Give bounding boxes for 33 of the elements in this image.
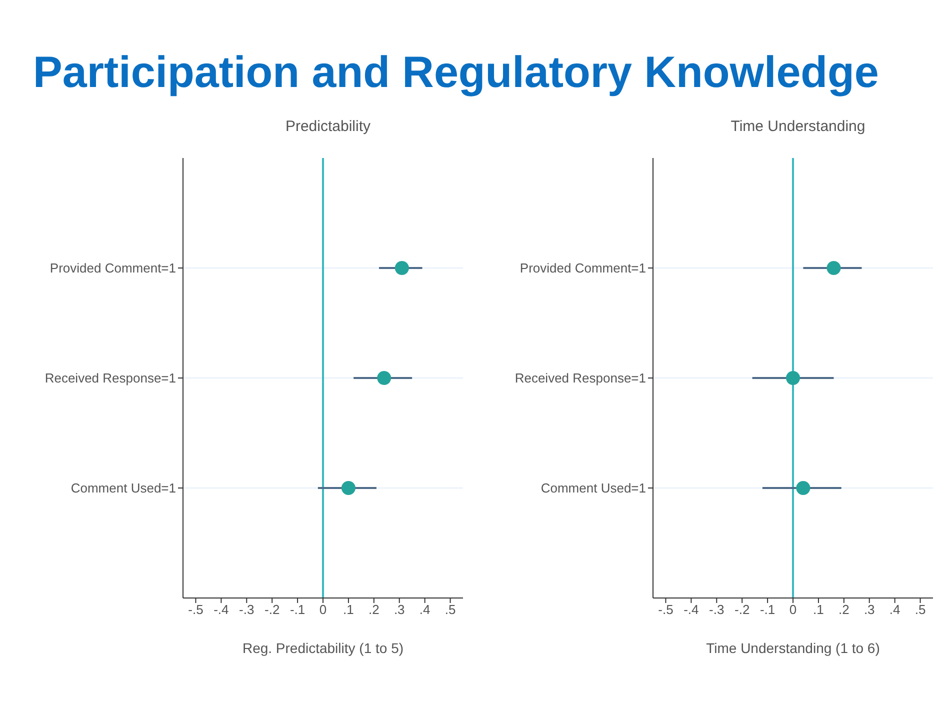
x-tick-label: -.3 <box>239 602 254 618</box>
chart-subtitle: Time Understanding <box>730 118 866 137</box>
x-tick-label: .5 <box>914 602 926 618</box>
x-tick-label: -.1 <box>760 602 776 618</box>
x-tick-label: .3 <box>394 602 405 618</box>
x-tick-label: .3 <box>864 602 875 618</box>
y-tick-label: Received Response=1 <box>514 370 646 386</box>
x-tick-label: -.2 <box>734 602 750 618</box>
chart-subtitle: Predictability <box>284 118 372 137</box>
x-tick-label: -.4 <box>214 602 229 618</box>
x-tick-label: .2 <box>838 602 850 618</box>
x-tick-label: -.3 <box>709 602 724 618</box>
x-tick-label: 0 <box>319 602 327 618</box>
x-tick-label: -.4 <box>684 602 699 618</box>
y-tick-label: Provided Comment=1 <box>50 260 176 276</box>
x-tick-label: 0 <box>789 602 797 618</box>
x-tick-label: .1 <box>813 602 824 618</box>
y-tick-label: Provided Comment=1 <box>520 260 646 276</box>
x-axis-title: Time Understanding (1 to 6) <box>706 640 880 656</box>
x-tick-label: .2 <box>368 602 380 618</box>
x-tick-label: -.1 <box>290 602 306 618</box>
x-tick-label: -.5 <box>188 602 204 618</box>
x-tick-label: .1 <box>343 602 354 618</box>
y-tick-label: Comment Used=1 <box>540 480 646 496</box>
x-tick-label: .4 <box>889 602 900 618</box>
y-tick-label: Comment Used=1 <box>70 480 176 496</box>
x-tick-label: -.5 <box>658 602 674 618</box>
y-tick-label: Received Response=1 <box>44 370 176 386</box>
x-tick-label: .4 <box>419 602 430 618</box>
x-tick-label: -.2 <box>264 602 280 618</box>
x-tick-label: .5 <box>444 602 456 618</box>
x-axis-title: Reg. Predictability (1 to 5) <box>242 640 404 656</box>
chart-title: Participation and Regulatory Knowledge <box>32 47 880 99</box>
